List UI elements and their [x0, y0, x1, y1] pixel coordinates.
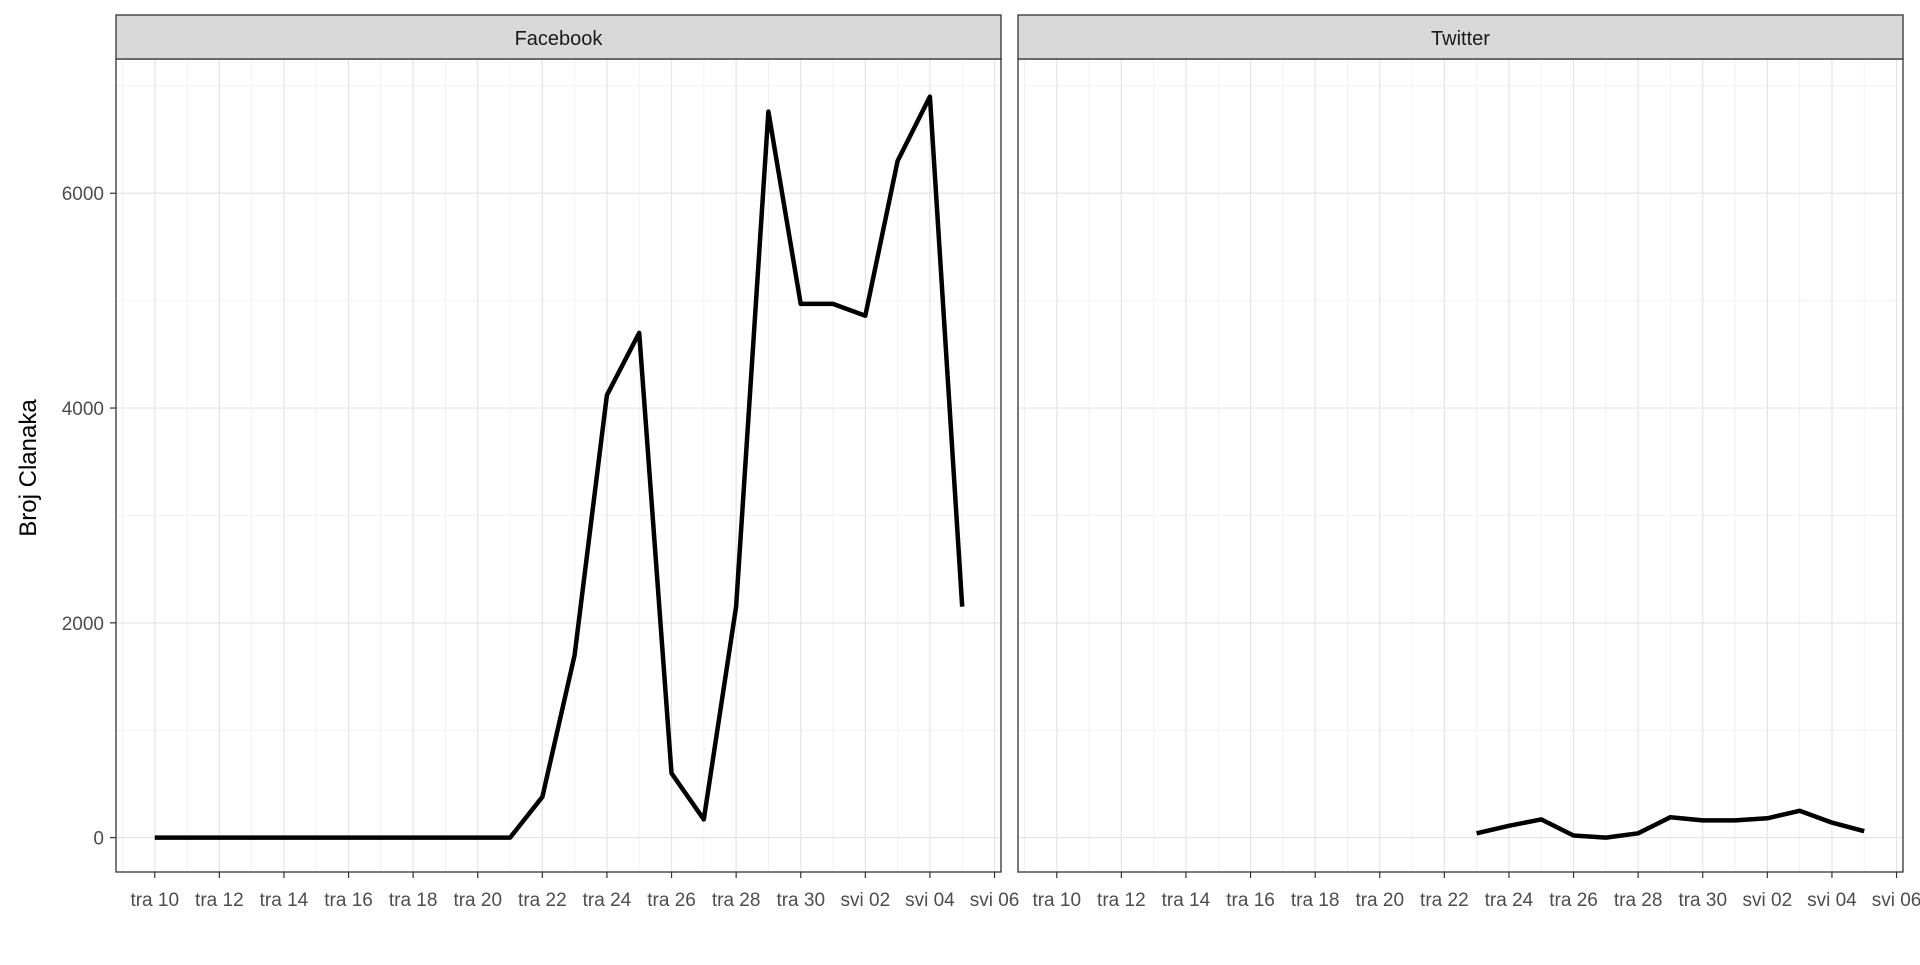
panel-facebook: Facebook tra 10 tra 12 tra 14 tra 16 tra 18 tr…	[62, 14, 1020, 911]
x-tick-label: tra 18	[389, 890, 438, 911]
strip-background	[115, 14, 1002, 60]
x-tick-label: tra 10	[1032, 890, 1081, 911]
x-tick-label: tra 26	[1549, 890, 1598, 911]
x-tick-label: tra 24	[583, 890, 632, 911]
panel-twitter: Twitter tra 10 tra 12 tra 14 tra 16 tra 18 tra…	[1017, 14, 1920, 911]
x-tick-label: svi 02	[1743, 890, 1793, 911]
strip-background	[1017, 14, 1904, 60]
y-tick-label: 4000	[62, 399, 104, 420]
x-tick-label: svi 04	[905, 890, 955, 911]
series-line-twitter	[1476, 808, 1865, 840]
y-axis-title-group: Broj Clanaka	[15, 399, 42, 537]
panel-background	[116, 59, 1001, 872]
x-tick-label: tra 28	[1614, 890, 1663, 911]
x-tick-label: tra 16	[1226, 890, 1275, 911]
strip-label: Facebook	[515, 28, 604, 50]
x-tick-label: tra 10	[130, 890, 179, 911]
x-tick-label: tra 22	[518, 890, 567, 911]
y-tick-label: 0	[93, 829, 104, 850]
y-tick-label: 6000	[62, 184, 104, 205]
x-tick-label: tra 30	[776, 890, 825, 911]
panels: Facebook tra 10 tra 12 tra 14 tra 16 tra 18 tr…	[62, 14, 1920, 911]
x-tick-label: tra 14	[260, 890, 309, 911]
strip-label: Twitter	[1431, 28, 1490, 50]
x-tick-label: tra 30	[1678, 890, 1727, 911]
x-tick-label: tra 24	[1485, 890, 1534, 911]
x-tick-label: tra 20	[453, 890, 502, 911]
x-tick-label: tra 12	[195, 890, 244, 911]
y-tick-label: 2000	[62, 614, 104, 635]
x-tick-label: tra 26	[647, 890, 696, 911]
x-tick-label: svi 02	[841, 890, 891, 911]
x-tick-label: tra 12	[1097, 890, 1146, 911]
x-tick-label: tra 28	[712, 890, 761, 911]
x-tick-label: tra 20	[1355, 890, 1404, 911]
x-tick-label: tra 18	[1291, 890, 1340, 911]
x-tick-label: svi 06	[970, 890, 1020, 911]
x-tick-label: tra 16	[324, 890, 373, 911]
y-axis-title: Broj Clanaka	[15, 399, 42, 537]
x-tick-label: tra 22	[1420, 890, 1469, 911]
series-line-facebook	[154, 94, 965, 840]
x-tick-label: svi 06	[1872, 890, 1920, 911]
x-tick-label: tra 14	[1162, 890, 1211, 911]
x-tick-label: svi 04	[1807, 890, 1857, 911]
panel-background	[1018, 59, 1903, 872]
